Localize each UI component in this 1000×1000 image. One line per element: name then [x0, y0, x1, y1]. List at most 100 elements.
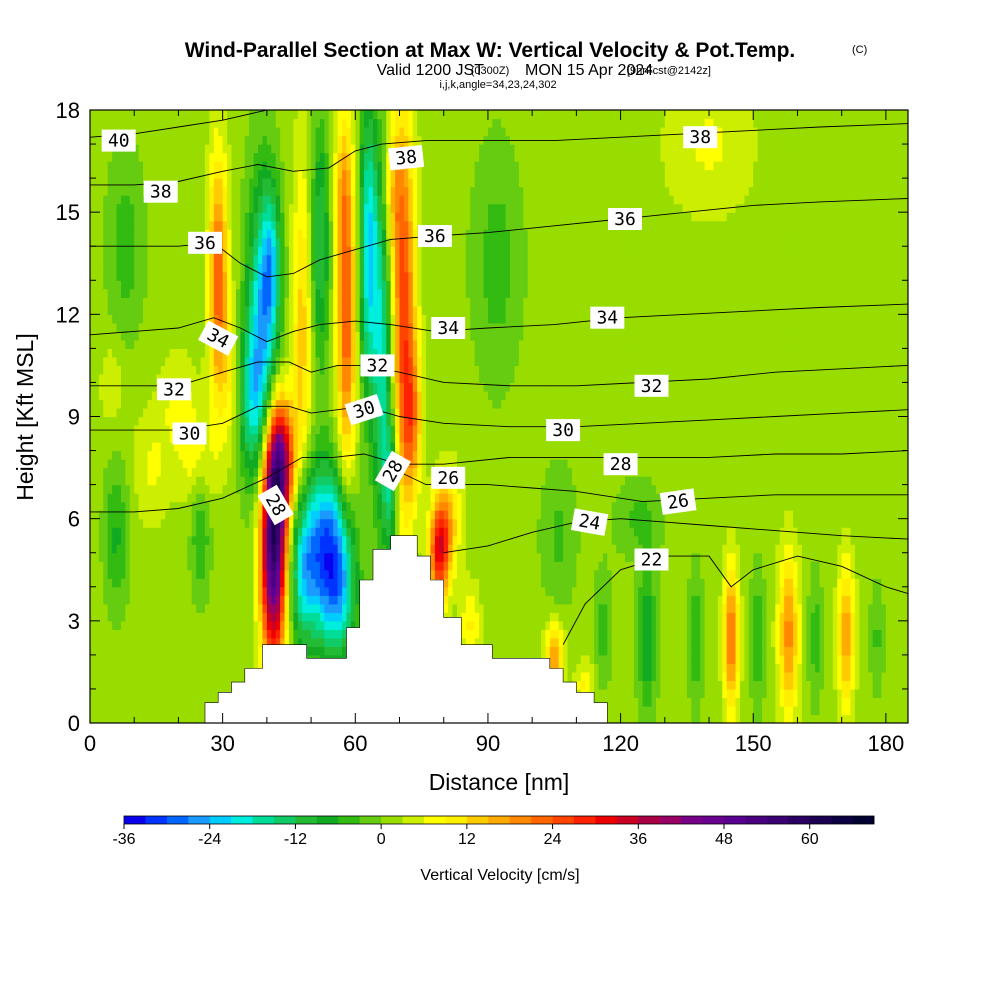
velocity-cell	[280, 161, 286, 171]
velocity-cell	[156, 297, 162, 307]
velocity-cell	[204, 390, 210, 401]
velocity-cell	[350, 263, 356, 273]
velocity-cell	[275, 518, 281, 528]
velocity-cell	[103, 450, 109, 460]
velocity-cell	[165, 127, 171, 137]
velocity-cell	[147, 203, 153, 213]
velocity-cell	[227, 671, 233, 682]
velocity-cell	[134, 595, 140, 605]
velocity-cell	[165, 271, 171, 281]
velocity-cell	[125, 578, 131, 588]
velocity-cell	[266, 578, 272, 588]
velocity-cell	[196, 263, 202, 273]
velocity-cell	[333, 203, 339, 213]
velocity-cell	[191, 161, 197, 171]
velocity-cell	[253, 254, 259, 264]
velocity-cell	[253, 612, 259, 622]
velocity-cell	[187, 220, 193, 230]
velocity-cell	[138, 680, 144, 690]
velocity-cell	[178, 314, 184, 324]
velocity-cell	[319, 603, 325, 613]
velocity-cell	[324, 450, 330, 460]
velocity-cell	[275, 339, 281, 349]
velocity-cell	[103, 544, 109, 554]
velocity-cell	[333, 186, 339, 196]
velocity-cell	[249, 373, 255, 384]
velocity-cell	[125, 305, 131, 315]
velocity-cell	[107, 399, 113, 409]
velocity-cell	[262, 280, 268, 290]
velocity-cell	[129, 348, 135, 358]
velocity-cell	[151, 229, 157, 239]
velocity-cell	[359, 135, 365, 145]
velocity-cell	[182, 144, 188, 154]
velocity-cell	[116, 518, 122, 528]
velocity-cell	[328, 110, 334, 120]
velocity-cell	[187, 314, 193, 324]
velocity-cell	[311, 442, 317, 452]
velocity-cell	[306, 254, 312, 264]
velocity-cell	[346, 288, 352, 298]
velocity-cell	[355, 476, 361, 486]
velocity-cell	[258, 510, 264, 520]
velocity-cell	[178, 467, 184, 477]
velocity-cell	[333, 229, 339, 239]
velocity-cell	[218, 382, 224, 392]
velocity-cell	[98, 697, 104, 707]
velocity-cell	[90, 356, 96, 367]
velocity-cell	[364, 459, 370, 469]
velocity-cell	[253, 127, 259, 137]
velocity-cell	[284, 450, 290, 460]
velocity-cell	[160, 220, 166, 230]
velocity-cell	[120, 688, 126, 699]
velocity-cell	[368, 169, 374, 179]
velocity-cell	[337, 161, 343, 171]
velocity-cell	[204, 510, 210, 520]
velocity-cell	[364, 535, 370, 545]
velocity-cell	[200, 705, 206, 716]
velocity-cell	[134, 135, 140, 145]
velocity-cell	[328, 493, 334, 503]
velocity-cell	[333, 476, 339, 486]
velocity-cell	[328, 501, 334, 511]
velocity-cell	[182, 561, 188, 571]
velocity-cell	[342, 348, 348, 358]
velocity-cell	[284, 237, 290, 247]
velocity-cell	[311, 603, 317, 613]
velocity-cell	[280, 195, 286, 205]
velocity-cell	[182, 501, 188, 511]
velocity-cell	[311, 356, 317, 367]
velocity-cell	[116, 501, 122, 511]
velocity-cell	[165, 348, 171, 358]
velocity-cell	[165, 135, 171, 145]
velocity-cell	[302, 365, 308, 375]
velocity-cell	[94, 527, 100, 537]
velocity-cell	[103, 322, 109, 332]
velocity-cell	[134, 212, 140, 222]
velocity-cell	[125, 195, 131, 205]
velocity-cell	[178, 356, 184, 367]
velocity-cell	[359, 561, 365, 571]
velocity-cell	[271, 135, 277, 145]
velocity-cell	[364, 280, 370, 290]
velocity-cell	[178, 263, 184, 273]
velocity-cell	[280, 212, 286, 222]
velocity-cell	[143, 476, 149, 486]
velocity-cell	[103, 493, 109, 503]
velocity-cell	[271, 561, 277, 571]
velocity-cell	[386, 263, 392, 273]
velocity-cell	[297, 390, 303, 401]
velocity-cell	[191, 663, 197, 673]
velocity-cell	[275, 373, 281, 384]
velocity-cell	[222, 535, 228, 545]
velocity-cell	[324, 161, 330, 171]
velocity-cell	[240, 246, 246, 256]
velocity-cell	[218, 399, 224, 409]
velocity-cell	[381, 501, 387, 511]
velocity-cell	[98, 450, 104, 460]
velocity-cell	[151, 314, 157, 324]
velocity-cell	[191, 697, 197, 707]
velocity-cell	[182, 459, 188, 469]
velocity-cell	[315, 297, 321, 307]
velocity-cell	[333, 161, 339, 171]
